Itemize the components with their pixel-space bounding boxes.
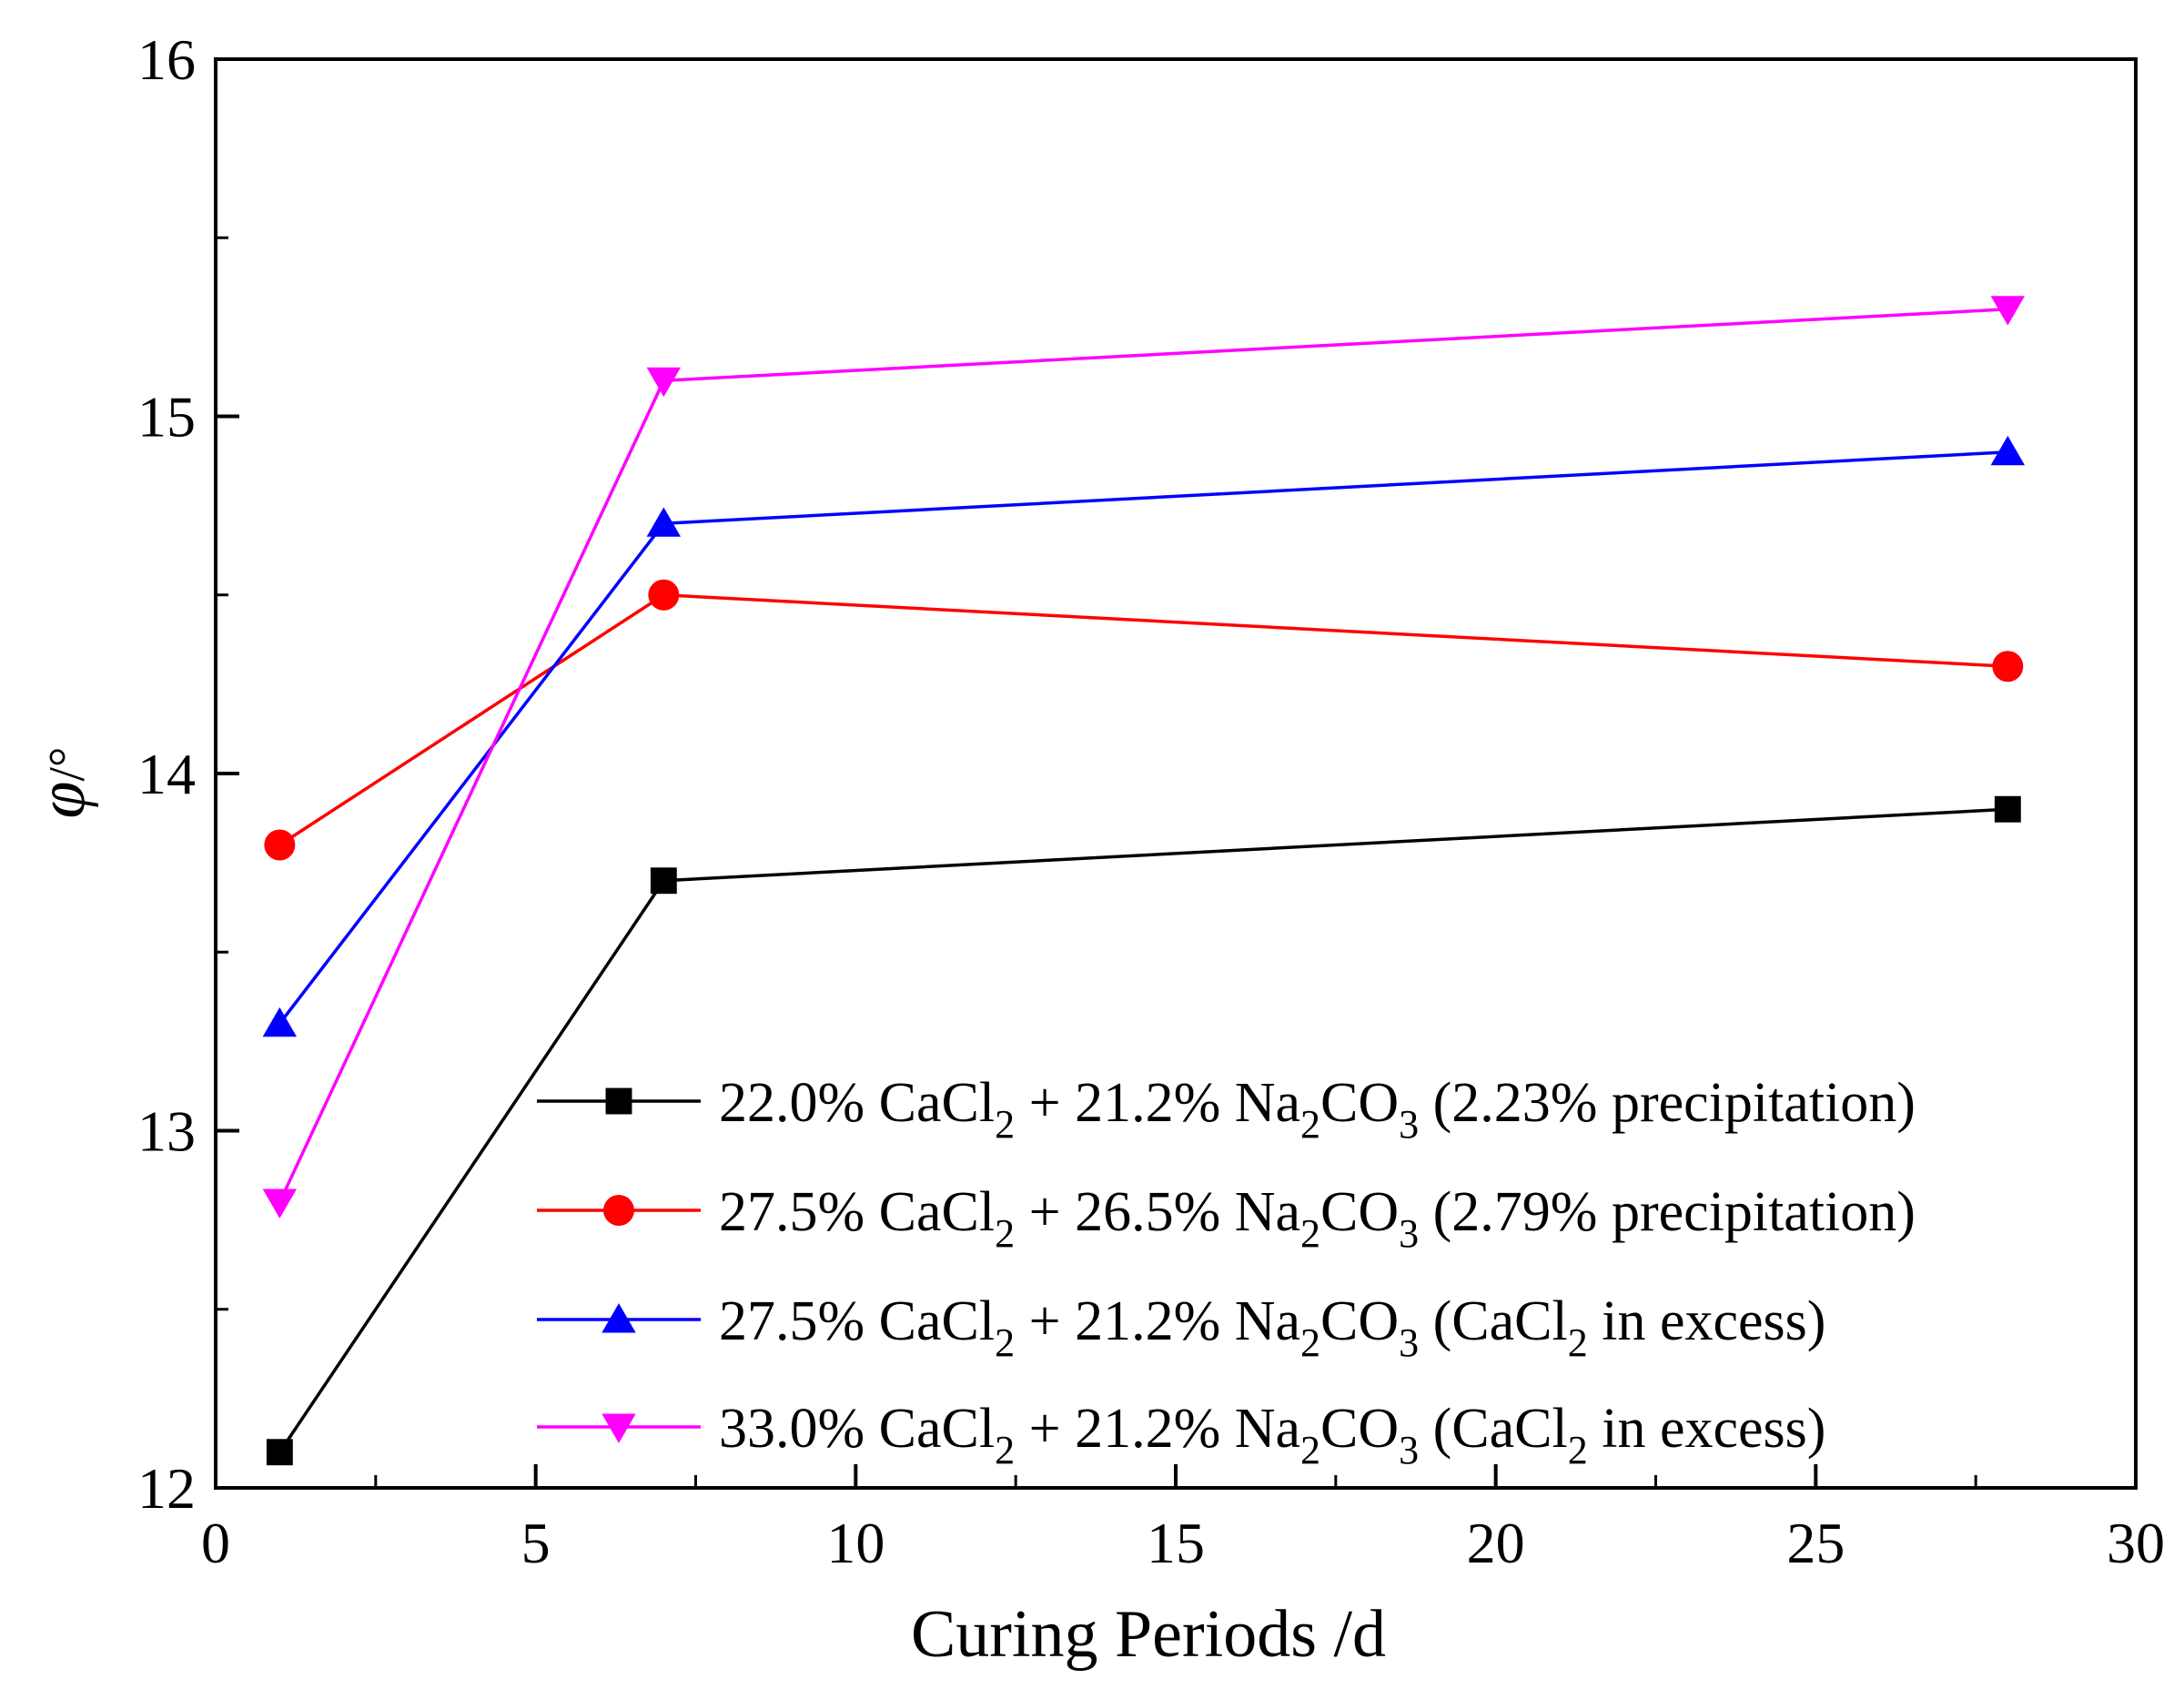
y-tick-label: 14: [137, 742, 196, 806]
data-point: [1994, 795, 2021, 823]
y-axis-symbol: φ: [25, 782, 99, 819]
legend-entry: 27.5% CaCl2 + 26.5% Na2CO3 (2.79% precip…: [537, 1181, 1916, 1256]
series-1: [266, 795, 2021, 1466]
x-tick-label: 25: [1786, 1511, 1845, 1575]
y-tick-label: 13: [137, 1099, 196, 1164]
data-point: [264, 829, 296, 861]
legend-marker: [603, 1195, 634, 1226]
y-tick-labels: 12 13 14 15 16: [137, 27, 196, 1521]
x-tick-label: 30: [2107, 1511, 2165, 1575]
x-tick-label: 10: [826, 1511, 885, 1575]
x-tick-label: 0: [201, 1511, 230, 1575]
legend-label: 33.0% CaCl2 + 21.2% Na2CO3 (CaCl2 in exc…: [719, 1398, 1825, 1472]
data-point: [646, 367, 682, 398]
data-point: [648, 579, 680, 611]
series-3: [262, 435, 2026, 1037]
y-tick-label: 12: [137, 1456, 196, 1521]
series-4: [262, 296, 2026, 1219]
plot-frame: [214, 57, 2138, 1490]
x-tick-labels: 0 5 10 15 20 25 30: [201, 1511, 2165, 1575]
legend-entry: 33.0% CaCl2 + 21.2% Na2CO3 (CaCl2 in exc…: [537, 1398, 1825, 1472]
x-tick-label: 5: [521, 1511, 551, 1575]
data-point: [266, 1439, 293, 1466]
data-point: [1990, 296, 2026, 326]
series-2: [264, 579, 2024, 861]
y-tick-label: 15: [137, 385, 196, 450]
data-point: [262, 1188, 298, 1219]
data-point: [650, 867, 677, 895]
legend-entry: 22.0% CaCl2 + 21.2% Na2CO3 (2.23% precip…: [537, 1072, 1916, 1147]
legend-marker: [605, 1087, 632, 1115]
series-line: [278, 592, 2008, 846]
legend: 22.0% CaCl2 + 21.2% Na2CO3 (2.23% precip…: [537, 1072, 1916, 1472]
series-line: [278, 450, 2008, 1025]
legend-label: 27.5% CaCl2 + 26.5% Na2CO3 (2.79% precip…: [719, 1181, 1916, 1256]
y-axis-title: φ/°: [25, 747, 99, 819]
data-point: [646, 507, 682, 537]
svg-text:φ/°: φ/°: [25, 747, 99, 819]
axis-ticks: [214, 57, 2138, 1490]
y-axis-unit: /°: [39, 747, 96, 782]
legend-entry: 27.5% CaCl2 + 21.2% Na2CO3 (CaCl2 in exc…: [537, 1290, 1825, 1365]
x-tick-label: 15: [1147, 1511, 1205, 1575]
legend-marker: [602, 1303, 636, 1333]
x-axis-title: Curing Periods /d: [911, 1597, 1386, 1672]
legend-label: 22.0% CaCl2 + 21.2% Na2CO3 (2.23% precip…: [719, 1072, 1916, 1147]
y-tick-label: 16: [137, 27, 196, 92]
legend-marker: [602, 1413, 636, 1443]
data-point: [262, 1006, 298, 1037]
legend-label: 27.5% CaCl2 + 21.2% Na2CO3 (CaCl2 in exc…: [719, 1290, 1825, 1365]
data-point: [1992, 651, 2024, 683]
x-tick-label: 20: [1467, 1511, 1525, 1575]
series-layer: [262, 296, 2026, 1466]
data-point: [1990, 435, 2026, 466]
